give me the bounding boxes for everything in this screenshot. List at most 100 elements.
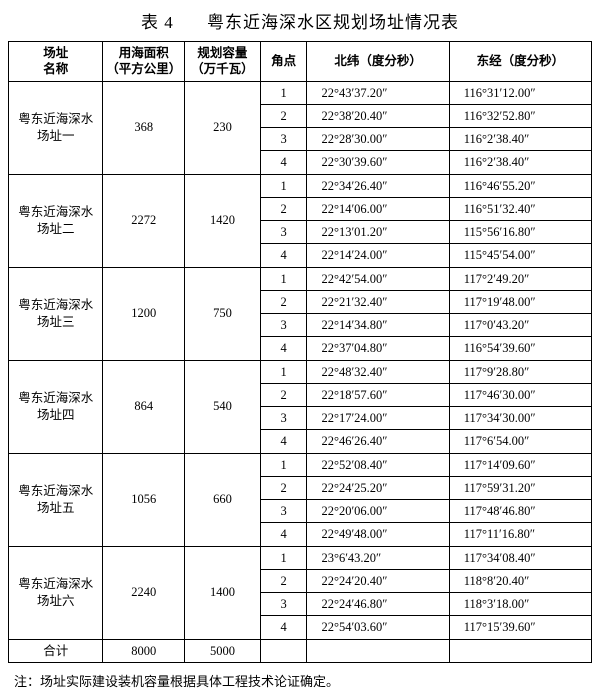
cell-corner: 4 (260, 244, 307, 267)
cell-corner: 1 (260, 267, 307, 290)
cell-lon: 116°2′38.40″ (449, 151, 591, 174)
header-row: 场址名称 用海面积（平方公里） 规划容量（万千瓦） 角点 北纬（度分秒） 东经（… (9, 42, 592, 82)
cell-corner: 4 (260, 616, 307, 639)
cell-lon: 117°34′08.40″ (449, 546, 591, 569)
cell-capacity: 1400 (185, 546, 261, 639)
cell-lat: 22°37′04.80″ (307, 337, 449, 360)
cell-area: 1200 (103, 267, 185, 360)
cell-lat: 22°20′06.00″ (307, 500, 449, 523)
cell-site-name: 粤东近海深水场址三 (9, 267, 103, 360)
table-row: 粤东近海深水场址五1056660122°52′08.40″117°14′09.6… (9, 453, 592, 476)
cell-lat: 22°21′32.40″ (307, 290, 449, 313)
cell-lat: 22°24′20.40″ (307, 569, 449, 592)
cell-total-capacity: 5000 (185, 639, 261, 662)
cell-lon: 116°54′39.60″ (449, 337, 591, 360)
cell-lat: 22°18′57.60″ (307, 383, 449, 406)
col-sea-area: 用海面积（平方公里） (103, 42, 185, 82)
cell-corner: 3 (260, 500, 307, 523)
cell-empty (260, 639, 307, 662)
cell-site-name: 粤东近海深水场址二 (9, 174, 103, 267)
cell-corner: 1 (260, 453, 307, 476)
cell-lon: 116°31′12.00″ (449, 81, 591, 104)
total-row: 合计80005000 (9, 639, 592, 662)
cell-empty (449, 639, 591, 662)
cell-area: 368 (103, 81, 185, 174)
cell-lat: 22°43′37.20″ (307, 81, 449, 104)
cell-corner: 2 (260, 383, 307, 406)
cell-corner: 4 (260, 151, 307, 174)
cell-lon: 117°6′54.00″ (449, 430, 591, 453)
cell-lon: 117°11′16.80″ (449, 523, 591, 546)
cell-site-name: 粤东近海深水场址五 (9, 453, 103, 546)
table-title: 表 4 粤东近海深水区规划场址情况表 (8, 8, 592, 33)
cell-lon: 115°56′16.80″ (449, 221, 591, 244)
cell-lon: 117°0′43.20″ (449, 314, 591, 337)
cell-lat: 22°24′25.20″ (307, 476, 449, 499)
table-number: 表 4 (141, 13, 174, 32)
table-caption: 粤东近海深水区规划场址情况表 (207, 13, 459, 32)
cell-corner: 1 (260, 360, 307, 383)
cell-lat: 22°38′20.40″ (307, 104, 449, 127)
cell-lon: 115°45′54.00″ (449, 244, 591, 267)
site-table: 场址名称 用海面积（平方公里） 规划容量（万千瓦） 角点 北纬（度分秒） 东经（… (8, 41, 592, 663)
cell-lon: 117°15′39.60″ (449, 616, 591, 639)
cell-lat: 22°48′32.40″ (307, 360, 449, 383)
cell-lat: 22°52′08.40″ (307, 453, 449, 476)
table-row: 粤东近海深水场址四864540122°48′32.40″117°9′28.80″ (9, 360, 592, 383)
cell-corner: 3 (260, 221, 307, 244)
col-capacity: 规划容量（万千瓦） (185, 42, 261, 82)
cell-lon: 117°2′49.20″ (449, 267, 591, 290)
table-row: 粤东近海深水场址六22401400123°6′43.20″117°34′08.4… (9, 546, 592, 569)
cell-lat: 22°34′26.40″ (307, 174, 449, 197)
cell-lat: 22°24′46.80″ (307, 593, 449, 616)
cell-area: 864 (103, 360, 185, 453)
cell-lat: 22°14′06.00″ (307, 197, 449, 220)
cell-lat: 22°28′30.00″ (307, 128, 449, 151)
cell-site-name: 粤东近海深水场址六 (9, 546, 103, 639)
cell-site-name: 粤东近海深水场址四 (9, 360, 103, 453)
cell-corner: 2 (260, 569, 307, 592)
col-site-name: 场址名称 (9, 42, 103, 82)
cell-corner: 3 (260, 407, 307, 430)
table-row: 粤东近海深水场址三1200750122°42′54.00″117°2′49.20… (9, 267, 592, 290)
cell-lon: 118°3′18.00″ (449, 593, 591, 616)
cell-lat: 22°49′48.00″ (307, 523, 449, 546)
cell-lat: 22°30′39.60″ (307, 151, 449, 174)
cell-capacity: 540 (185, 360, 261, 453)
col-lon: 东经（度分秒） (449, 42, 591, 82)
footnote: 注：场址实际建设装机容量根据具体工程技术论证确定。 (8, 671, 592, 690)
cell-lon: 117°48′46.80″ (449, 500, 591, 523)
cell-lon: 116°51′32.40″ (449, 197, 591, 220)
cell-corner: 3 (260, 128, 307, 151)
cell-corner: 1 (260, 174, 307, 197)
cell-corner: 1 (260, 81, 307, 104)
cell-lat: 22°14′34.80″ (307, 314, 449, 337)
cell-lon: 117°34′30.00″ (449, 407, 591, 430)
cell-corner: 2 (260, 476, 307, 499)
cell-area: 2272 (103, 174, 185, 267)
table-row: 粤东近海深水场址一368230122°43′37.20″116°31′12.00… (9, 81, 592, 104)
cell-lat: 22°46′26.40″ (307, 430, 449, 453)
cell-lat: 23°6′43.20″ (307, 546, 449, 569)
cell-lon: 117°14′09.60″ (449, 453, 591, 476)
cell-lon: 117°46′30.00″ (449, 383, 591, 406)
cell-area: 1056 (103, 453, 185, 546)
cell-corner: 2 (260, 197, 307, 220)
cell-corner: 1 (260, 546, 307, 569)
cell-corner: 4 (260, 523, 307, 546)
cell-lon: 117°9′28.80″ (449, 360, 591, 383)
cell-lat: 22°14′24.00″ (307, 244, 449, 267)
cell-capacity: 660 (185, 453, 261, 546)
cell-corner: 3 (260, 314, 307, 337)
cell-corner: 3 (260, 593, 307, 616)
cell-corner: 2 (260, 290, 307, 313)
cell-capacity: 1420 (185, 174, 261, 267)
cell-lon: 117°59′31.20″ (449, 476, 591, 499)
cell-capacity: 750 (185, 267, 261, 360)
cell-corner: 2 (260, 104, 307, 127)
cell-lon: 117°19′48.00″ (449, 290, 591, 313)
cell-lon: 116°32′52.80″ (449, 104, 591, 127)
cell-corner: 4 (260, 337, 307, 360)
cell-corner: 4 (260, 430, 307, 453)
cell-empty (307, 639, 449, 662)
